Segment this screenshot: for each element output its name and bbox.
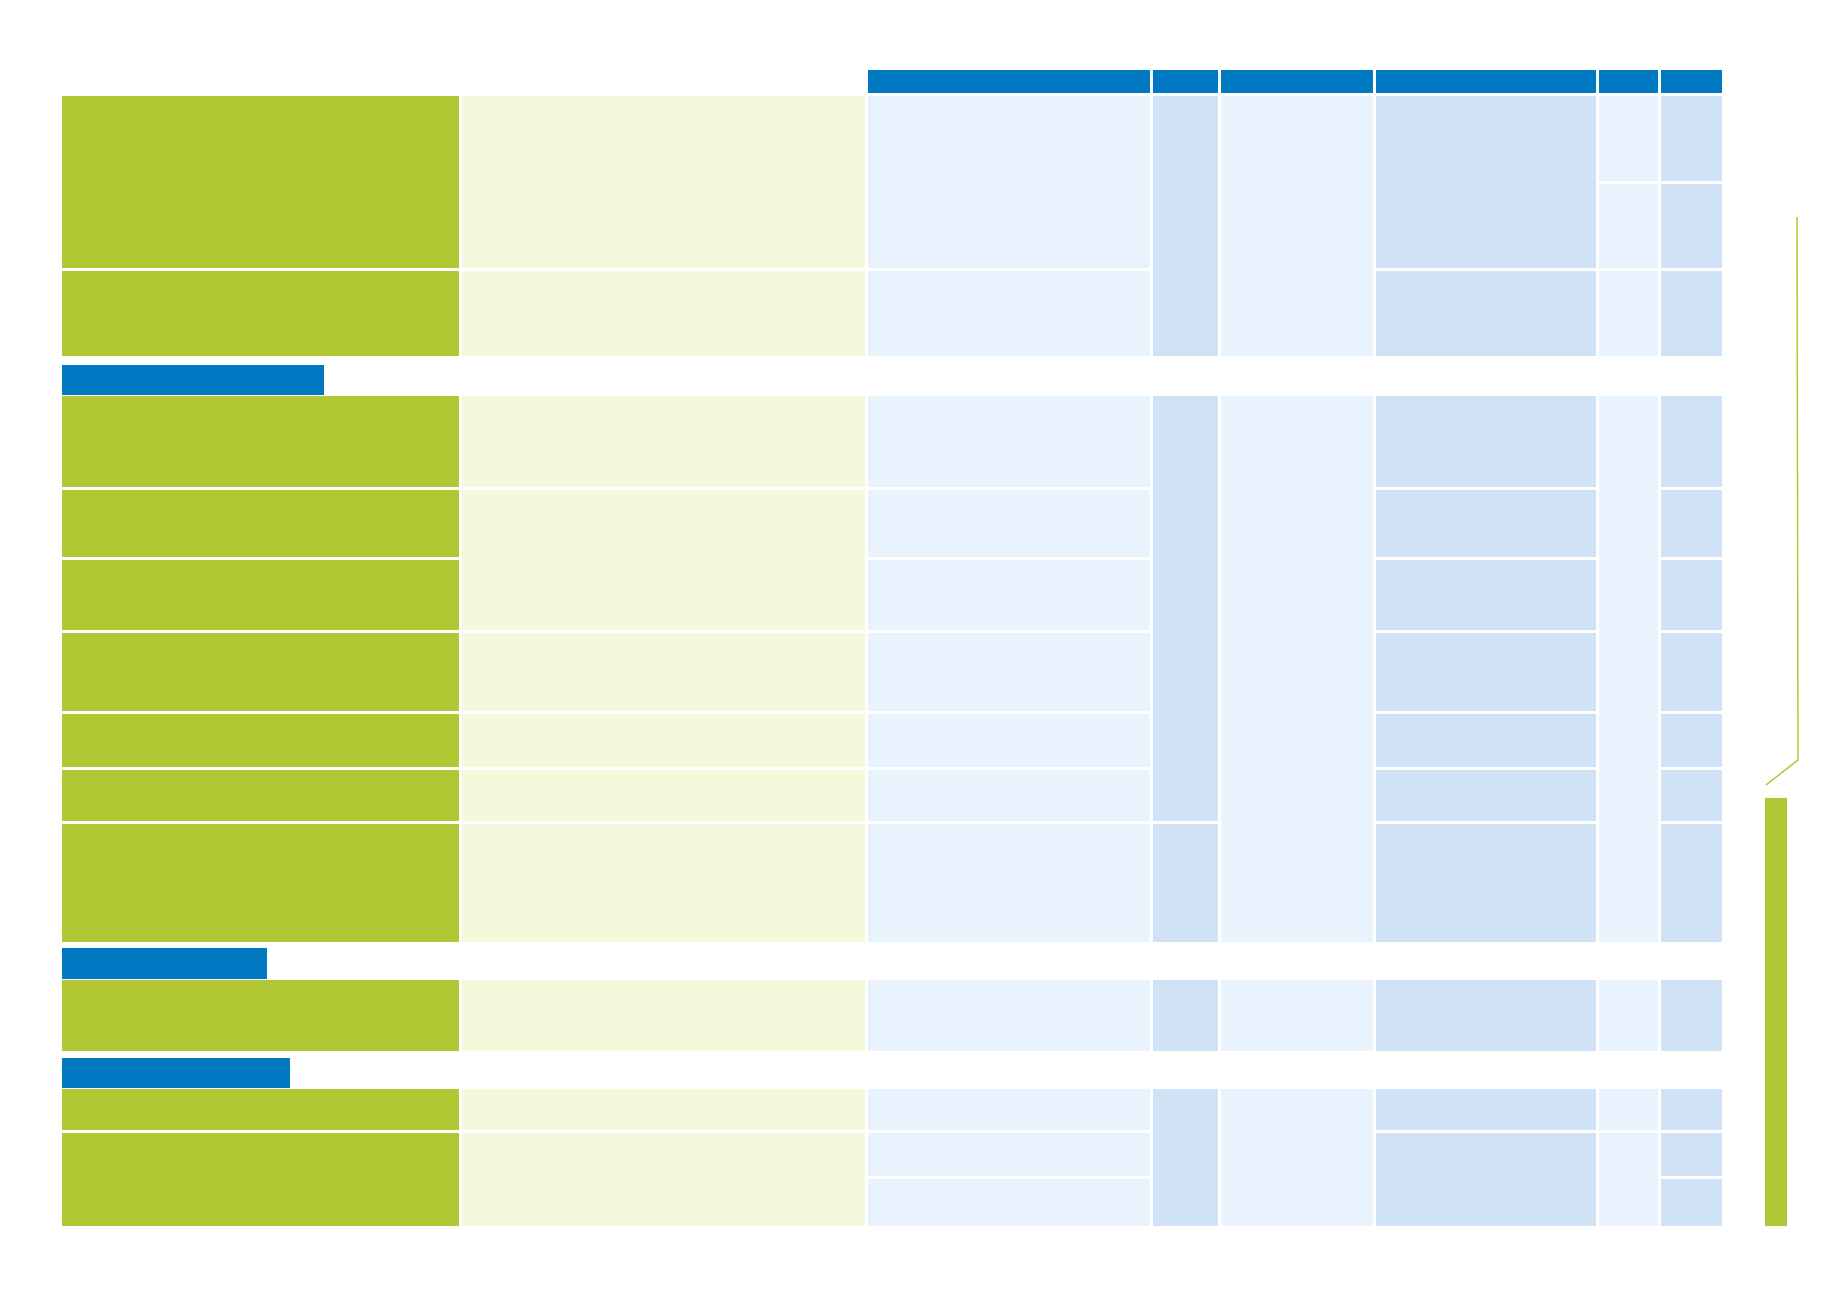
column-header-2	[1153, 70, 1218, 93]
table-cell	[868, 1089, 1150, 1130]
table-cell	[1661, 184, 1722, 268]
table-cell-description	[462, 96, 865, 268]
column-header-6	[1661, 70, 1722, 93]
table-cell	[1376, 714, 1596, 767]
table-cell-description	[462, 633, 865, 711]
table-cell-description	[462, 714, 865, 767]
table-cell	[1376, 271, 1596, 356]
table-cell	[1153, 396, 1218, 821]
table-cell	[1661, 1133, 1722, 1176]
table-cell	[1661, 770, 1722, 821]
table-cell	[1376, 980, 1596, 1051]
table-cell-category	[62, 770, 459, 821]
column-header-3	[1221, 70, 1373, 93]
table-cell-description	[462, 824, 865, 942]
table-cell	[1661, 1089, 1722, 1130]
column-header-5	[1599, 70, 1658, 93]
table-cell-description	[462, 1133, 865, 1226]
table-cell	[1599, 96, 1658, 181]
table-cell-category	[62, 980, 459, 1051]
table-cell-category	[62, 1133, 459, 1226]
table-cell	[868, 1179, 1150, 1226]
table-cell	[1153, 96, 1218, 356]
table-cell	[1153, 980, 1218, 1051]
table-cell	[1661, 714, 1722, 767]
table-cell	[1599, 1089, 1658, 1130]
table-cell	[1599, 980, 1658, 1051]
table-cell	[1221, 96, 1373, 356]
table-cell-description	[462, 980, 865, 1051]
table-cell	[1376, 1089, 1596, 1130]
table-cell	[868, 824, 1150, 942]
table-cell	[868, 396, 1150, 487]
table-cell	[868, 633, 1150, 711]
table-cell	[1661, 633, 1722, 711]
section-title	[62, 948, 267, 979]
sidebar-bar	[1765, 798, 1787, 1226]
table-cell	[1376, 490, 1596, 557]
table-cell	[1153, 824, 1218, 942]
table-cell	[1221, 1089, 1373, 1226]
table-cell	[1599, 271, 1658, 356]
table-cell	[868, 980, 1150, 1051]
table-cell	[1661, 560, 1722, 630]
table-cell-category	[62, 633, 459, 711]
table-cell	[868, 490, 1150, 557]
table-cell	[868, 714, 1150, 767]
table-cell-category	[62, 490, 459, 557]
table-cell-description	[462, 1089, 865, 1130]
table-cell	[1376, 396, 1596, 487]
sidebar-tab-outline	[1765, 216, 1799, 786]
table-cell-category	[62, 96, 459, 268]
table-cell	[868, 560, 1150, 630]
table-cell-category	[62, 396, 459, 487]
column-header-4	[1376, 70, 1596, 93]
table-cell	[1661, 824, 1722, 942]
table-cell	[1221, 396, 1373, 942]
table-cell	[1661, 96, 1722, 181]
table-cell	[1661, 980, 1722, 1051]
table-cell-category	[62, 560, 459, 630]
table-cell-description	[462, 490, 865, 630]
table-cell	[1376, 1133, 1596, 1226]
table-cell	[868, 96, 1150, 268]
table-cell-description	[462, 396, 865, 487]
table-cell	[1376, 633, 1596, 711]
section-title	[62, 365, 324, 395]
column-header-1	[868, 70, 1150, 93]
table-cell	[1376, 770, 1596, 821]
table-cell	[1599, 184, 1658, 268]
table-cell	[1153, 1089, 1218, 1226]
table-cell	[1376, 96, 1596, 268]
table-cell	[868, 1133, 1150, 1176]
table-cell	[868, 271, 1150, 356]
table-cell-description	[462, 770, 865, 821]
table-cell	[1661, 396, 1722, 487]
table-cell-description	[462, 271, 865, 356]
section-title	[62, 1058, 290, 1088]
table-cell	[868, 770, 1150, 821]
table-cell	[1661, 1179, 1722, 1226]
table-cell	[1221, 980, 1373, 1051]
table-cell	[1376, 824, 1596, 942]
table-cell-category	[62, 824, 459, 942]
table-cell	[1661, 271, 1722, 356]
table-cell	[1661, 490, 1722, 557]
table-cell	[1599, 1133, 1658, 1226]
table-cell	[1599, 396, 1658, 942]
table-cell-category	[62, 1089, 459, 1130]
table-cell-category	[62, 714, 459, 767]
table-cell	[1376, 560, 1596, 630]
table-cell-category	[62, 271, 459, 356]
